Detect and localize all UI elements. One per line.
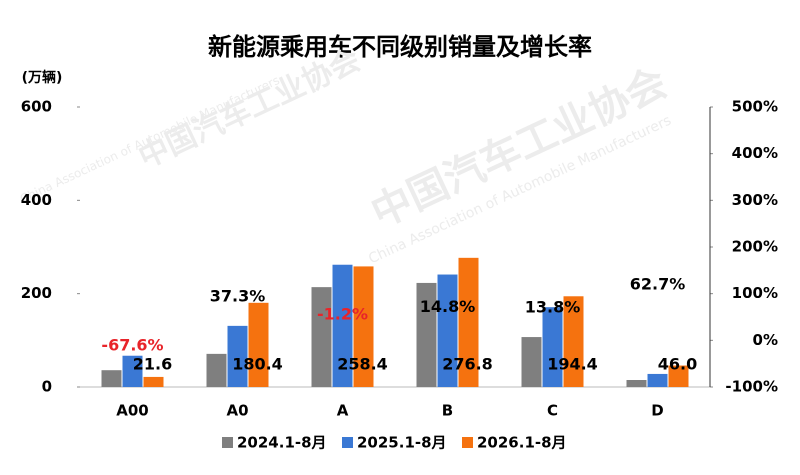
bar <box>542 307 563 387</box>
bar <box>311 287 332 387</box>
chart-title: 新能源乘用车不同级别销量及增长率 <box>208 33 592 61</box>
data-label: 258.4 <box>337 355 388 374</box>
x-tick-label: D <box>651 402 663 420</box>
data-label: 276.8 <box>442 355 493 374</box>
legend-label: 2026.1-8月 <box>477 434 567 452</box>
growth-label: 62.7% <box>630 275 686 294</box>
y-tick-label: 400 <box>21 191 52 209</box>
growth-label: 14.8% <box>420 297 476 316</box>
legend-swatch <box>222 437 233 448</box>
bar <box>458 257 479 387</box>
data-label: 46.0 <box>658 355 697 374</box>
data-label: 180.4 <box>232 355 283 374</box>
y-tick-label: 200 <box>21 284 52 302</box>
data-label: 21.6 <box>133 355 172 374</box>
y-tick-label: 600 <box>21 98 52 116</box>
bar <box>248 302 269 387</box>
growth-point <box>657 310 659 312</box>
growth-label: 37.3% <box>210 286 266 305</box>
y2-tick-label: 200% <box>732 238 778 256</box>
y-tick-label: 0 <box>42 378 52 396</box>
growth-label: 13.8% <box>525 297 581 316</box>
bar <box>626 380 647 387</box>
data-label: 194.4 <box>547 355 598 374</box>
bar <box>143 376 164 387</box>
x-tick-label: A0 <box>226 402 248 420</box>
bar <box>563 296 584 387</box>
watermark: 中国汽车工业协会 <box>133 43 365 176</box>
bar <box>332 264 353 387</box>
bar <box>668 365 689 387</box>
y2-tick-label: 100% <box>732 284 778 302</box>
legend-swatch <box>342 437 353 448</box>
growth-label: -67.6% <box>101 335 163 354</box>
legend-label: 2025.1-8月 <box>357 434 447 452</box>
y2-tick-label: 300% <box>732 191 778 209</box>
growth-label: -1.2% <box>317 304 368 323</box>
y2-tick-label: 0% <box>753 331 778 349</box>
y2-tick-label: 500% <box>732 98 778 116</box>
legend-label: 2024.1-8月 <box>237 434 327 452</box>
x-tick-label: A <box>337 402 349 420</box>
bar <box>101 370 122 387</box>
bar <box>437 274 458 387</box>
x-tick-label: C <box>547 402 558 420</box>
legend-swatch <box>462 437 473 448</box>
bar <box>122 355 143 387</box>
watermark: China Association of Automobile Manufact… <box>18 73 282 206</box>
bar <box>521 337 542 387</box>
growth-point <box>237 322 239 324</box>
bar <box>647 373 668 387</box>
y2-tick-label: 400% <box>732 144 778 162</box>
bar <box>227 325 248 387</box>
x-tick-label: A00 <box>116 402 148 420</box>
bar <box>353 266 374 387</box>
bar <box>206 353 227 387</box>
y2-tick-label: -100% <box>725 378 778 396</box>
y-axis-label: (万辆) <box>22 69 63 86</box>
bar <box>416 282 437 387</box>
x-tick-label: B <box>442 402 453 420</box>
